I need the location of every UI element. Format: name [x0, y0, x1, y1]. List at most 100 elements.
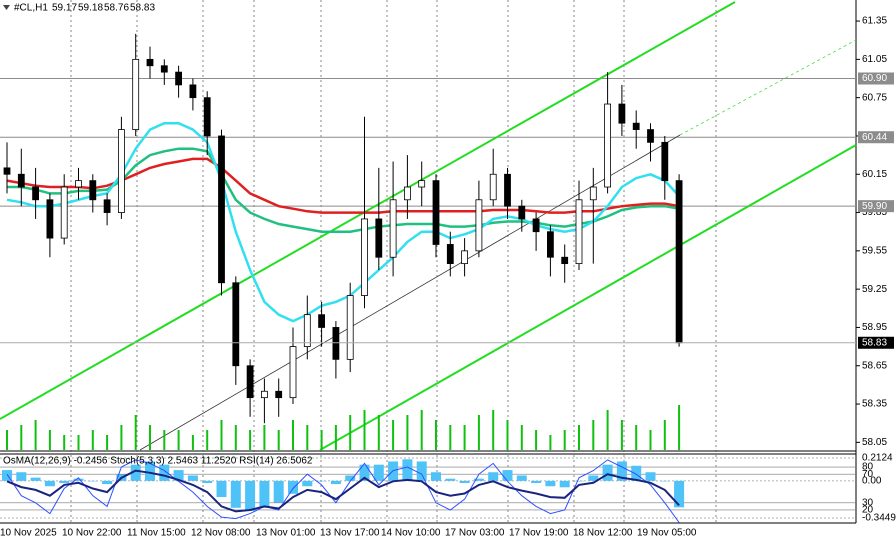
- candle-body: [3, 167, 11, 175]
- header-open: 59.17: [52, 3, 77, 14]
- candle-body: [146, 58, 154, 67]
- osma-bar: [659, 480, 670, 482]
- osma-bar: [273, 480, 284, 503]
- volume-bar: [363, 410, 366, 450]
- candle-body: [75, 180, 82, 188]
- level-label: 59.90: [862, 201, 887, 212]
- candle-body: [403, 186, 411, 201]
- time-label: 18 Nov 12:00: [573, 528, 633, 539]
- osma-bar: [502, 470, 513, 481]
- osma-bar: [187, 475, 198, 481]
- time-label: 10 Nov 2025: [0, 528, 57, 539]
- time-label: 12 Nov 08:00: [191, 528, 251, 539]
- level-label-box: [858, 131, 894, 144]
- osma-bar: [16, 472, 27, 481]
- level-label: 60.44: [862, 132, 887, 143]
- candle-body: [418, 180, 426, 188]
- candle-body: [504, 173, 511, 207]
- osma-bar: [645, 472, 656, 481]
- volume-bar: [306, 425, 309, 450]
- volume-bar: [435, 420, 437, 450]
- candle-body: [318, 314, 326, 328]
- volume-bar: [206, 430, 209, 450]
- volume-bar: [220, 420, 223, 450]
- volume-bar: [649, 430, 652, 450]
- osma-bar: [445, 478, 456, 481]
- osma-bar: [459, 480, 470, 484]
- volume-bar: [177, 430, 180, 450]
- volume-bar: [492, 410, 495, 450]
- level-label-box: [858, 72, 894, 85]
- volume-bar: [249, 430, 252, 450]
- candle-body: [461, 250, 469, 265]
- candle-body: [446, 244, 454, 265]
- volume-bar: [620, 420, 623, 450]
- candle-body: [547, 231, 554, 258]
- candle-body: [17, 173, 25, 188]
- indicator-tick-label: 20: [862, 505, 874, 516]
- volume-bar: [535, 430, 538, 450]
- volume-bar: [463, 425, 466, 450]
- volume-bar: [34, 420, 37, 450]
- osma-bar: [73, 478, 84, 481]
- candle-body: [289, 346, 297, 399]
- price-tick-label: 60.15: [862, 169, 887, 180]
- candle-body: [46, 199, 54, 239]
- osma-bar: [202, 480, 213, 484]
- candle-body: [303, 314, 311, 347]
- candle-body: [661, 141, 669, 182]
- osma-bar: [373, 464, 384, 481]
- candle-body: [32, 186, 39, 201]
- osma-bar: [473, 478, 484, 481]
- indicator-tick-label: 0.2124: [862, 453, 893, 464]
- volume-bar: [406, 415, 409, 450]
- osma-bar: [44, 480, 55, 487]
- osma-bar: [102, 480, 113, 485]
- header-close: 58.83: [130, 3, 155, 14]
- level-label-box: [858, 200, 894, 213]
- candle-body: [332, 327, 340, 360]
- osma-bar: [2, 470, 12, 481]
- volume-bar: [149, 425, 151, 450]
- price-tick-label: 58.35: [862, 399, 887, 410]
- osma-bar: [87, 480, 98, 482]
- volume-bar: [578, 425, 580, 450]
- candle-body: [232, 282, 240, 367]
- oscillator-line: [6, 469, 680, 513]
- candle-body: [389, 199, 397, 258]
- candle-body: [475, 199, 483, 252]
- symbol: #CL,H1: [14, 3, 48, 14]
- channel-line: [0, 1, 736, 420]
- osma-bar: [531, 480, 542, 484]
- candle-body: [361, 218, 368, 296]
- osma-bar: [674, 480, 685, 508]
- volume-bar: [349, 415, 352, 450]
- indicator-tick-label: 80: [862, 462, 874, 473]
- volume-bar: [63, 435, 66, 450]
- candle-body: [532, 218, 540, 233]
- candle-body: [160, 65, 168, 73]
- price-tick-label: 58.65: [862, 360, 887, 371]
- volume-bar: [320, 430, 323, 450]
- volume-bar: [6, 430, 8, 450]
- volume-bar: [163, 430, 166, 450]
- volume-bar: [277, 430, 280, 450]
- osma-bar: [588, 475, 599, 481]
- osma-bar: [559, 480, 570, 488]
- osma-bar: [30, 477, 41, 481]
- channel-line: [319, 144, 857, 451]
- level-label: 60.90: [862, 73, 887, 84]
- volume-bar: [420, 410, 423, 450]
- osma-bar: [631, 465, 642, 481]
- volume-bar: [106, 435, 109, 450]
- oscillator-line: [6, 459, 680, 523]
- osma-bar: [488, 472, 499, 481]
- volume-bar: [449, 425, 452, 450]
- candle-body: [561, 256, 569, 265]
- indicator-tick-label: 0.00: [862, 475, 882, 486]
- volume-bar: [334, 425, 337, 450]
- volume-bar: [263, 425, 266, 450]
- time-label: 13 Nov 17:00: [320, 528, 380, 539]
- price-tick-label: 61.35: [862, 16, 887, 27]
